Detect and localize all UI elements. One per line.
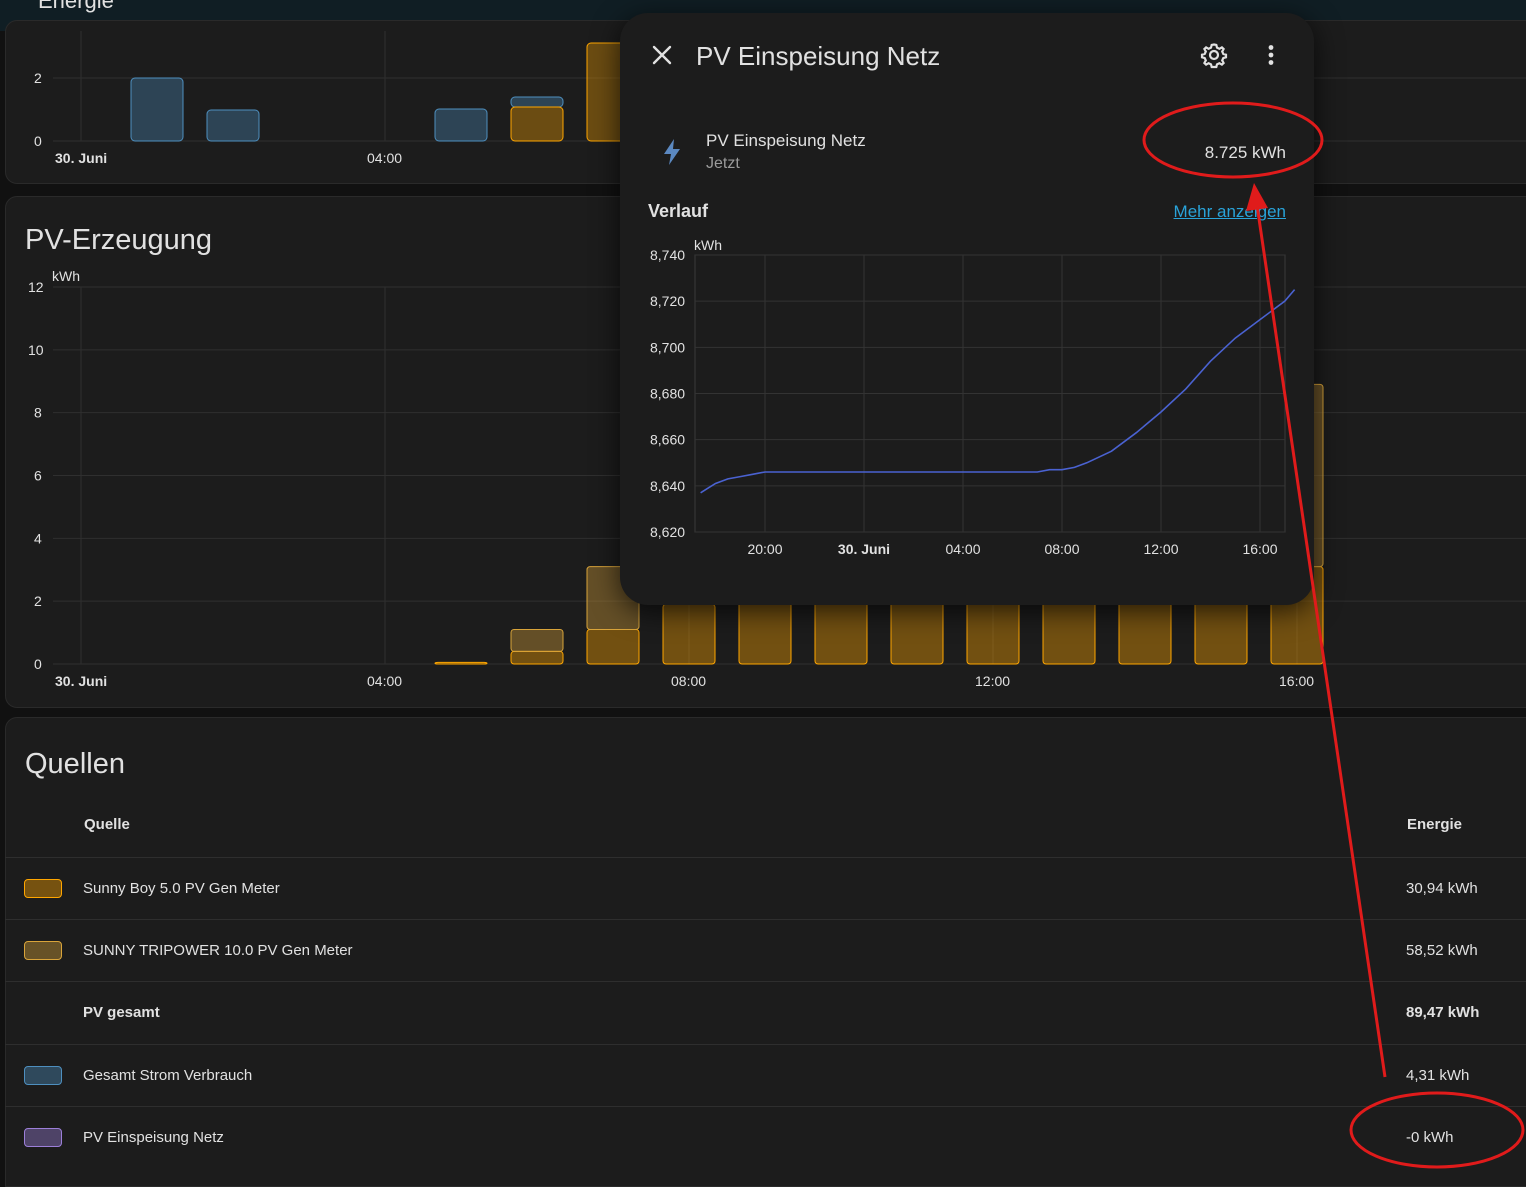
history-line <box>700 289 1296 494</box>
y-tick-label: 2 <box>34 593 42 609</box>
bar-sunny-boy <box>662 603 716 665</box>
axis-unit-label: kWh <box>52 268 80 284</box>
x-tick-label: 04:00 <box>367 150 402 166</box>
source-name: Sunny Boy 5.0 PV Gen Meter <box>83 880 280 897</box>
source-energy-value: 89,47 kWh <box>1406 1004 1480 1021</box>
y-tick-label: 4 <box>34 530 42 546</box>
close-button[interactable] <box>642 35 682 75</box>
x-tick-label: 20:00 <box>747 541 782 557</box>
bar-sunny-boy <box>510 650 564 665</box>
y-tick-label: 12 <box>28 279 44 295</box>
axis-unit-label: kWh <box>694 237 722 253</box>
legend-swatch <box>24 1128 62 1147</box>
y-tick-label: 2 <box>34 70 42 86</box>
more-options-button[interactable] <box>1251 35 1291 75</box>
y-tick-label: 6 <box>34 468 42 484</box>
settings-button[interactable] <box>1194 35 1234 75</box>
y-tick-label: 8,640 <box>650 478 685 494</box>
y-tick-label: 8,740 <box>650 247 685 263</box>
y-tick-label: 8,660 <box>650 432 685 448</box>
y-tick-label: 0 <box>34 656 42 672</box>
lightning-bolt-icon <box>664 139 680 165</box>
y-tick-label: 8,620 <box>650 524 685 540</box>
source-name: Gesamt Strom Verbrauch <box>83 1067 253 1084</box>
table-row[interactable]: Sunny Boy 5.0 PV Gen Meter 30,94 kWh <box>5 857 1526 919</box>
y-tick-label: 8 <box>34 405 42 421</box>
bar-sunny-boy <box>586 628 640 665</box>
source-energy-value: 30,94 kWh <box>1406 880 1478 897</box>
source-energy-value: -0 kWh <box>1406 1129 1454 1146</box>
x-tick-label: 04:00 <box>945 541 980 557</box>
legend-swatch <box>24 941 62 960</box>
card-title: PV-Erzeugung <box>25 224 213 256</box>
y-tick-label: 8,680 <box>650 386 685 402</box>
table-row[interactable]: PV gesamt 89,47 kWh <box>5 981 1526 1043</box>
column-header-source: Quelle <box>84 816 130 833</box>
bar <box>510 96 564 108</box>
show-more-link[interactable]: Mehr anzeigen <box>1173 202 1286 221</box>
bar <box>434 108 488 142</box>
x-tick-label: 16:00 <box>1279 673 1314 689</box>
x-tick-label: 12:00 <box>1143 541 1178 557</box>
source-energy-value: 4,31 kWh <box>1406 1067 1470 1084</box>
column-header-energy: Energie <box>1407 816 1463 833</box>
y-tick-label: 8,720 <box>650 293 685 309</box>
dots-vertical-icon <box>1268 45 1274 65</box>
x-tick-label: 04:00 <box>367 673 402 689</box>
y-tick-label: 0 <box>34 133 42 149</box>
y-tick-label: 8,700 <box>650 339 685 355</box>
bar-sunny-tripower <box>510 628 564 652</box>
x-tick-label: 30. Juni <box>838 541 890 557</box>
bar <box>206 109 260 142</box>
history-chart: 8,740 8,720 8,700 8,680 8,660 8,640 8,620 kWh 20… <box>650 237 1296 557</box>
x-tick-label: 30. Juni <box>55 673 107 689</box>
legend-swatch <box>24 879 62 898</box>
y-tick-label: 10 <box>28 342 44 358</box>
table-row[interactable]: PV Einspeisung Netz -0 kWh <box>5 1106 1526 1168</box>
x-tick-label: 16:00 <box>1242 541 1277 557</box>
bar <box>510 106 564 142</box>
table-row[interactable]: Gesamt Strom Verbrauch 4,31 kWh <box>5 1044 1526 1106</box>
bar-sunny-boy <box>738 594 792 665</box>
x-tick-label: 08:00 <box>1044 541 1079 557</box>
dialog-title: PV Einspeisung Netz <box>696 41 941 71</box>
bar <box>130 77 184 142</box>
x-tick-label: 08:00 <box>671 673 706 689</box>
entity-last-changed: Jetzt <box>706 155 740 172</box>
x-tick-label: 12:00 <box>975 673 1010 689</box>
legend-swatch <box>24 1066 62 1085</box>
history-heading: Verlauf <box>648 201 709 221</box>
source-name: PV gesamt <box>83 1004 160 1021</box>
bar-sunny-boy <box>434 661 488 665</box>
source-energy-value: 58,52 kWh <box>1406 942 1478 959</box>
source-name: PV Einspeisung Netz <box>83 1129 224 1146</box>
entity-name[interactable]: PV Einspeisung Netz <box>706 131 866 150</box>
gear-icon <box>1200 43 1228 69</box>
entity-more-info-dialog: PV Einspeisung Netz PV Einspeisung Netz … <box>620 13 1314 605</box>
entity-state-value: 8.725 kWh <box>1204 143 1286 162</box>
close-icon <box>652 45 672 65</box>
source-name: SUNNY TRIPOWER 10.0 PV Gen Meter <box>83 942 353 959</box>
x-tick-label: 30. Juni <box>55 150 107 166</box>
card-title: Quellen <box>25 748 125 780</box>
table-row[interactable]: SUNNY TRIPOWER 10.0 PV Gen Meter 58,52 kW… <box>5 919 1526 981</box>
page-title: Energie <box>38 0 114 13</box>
